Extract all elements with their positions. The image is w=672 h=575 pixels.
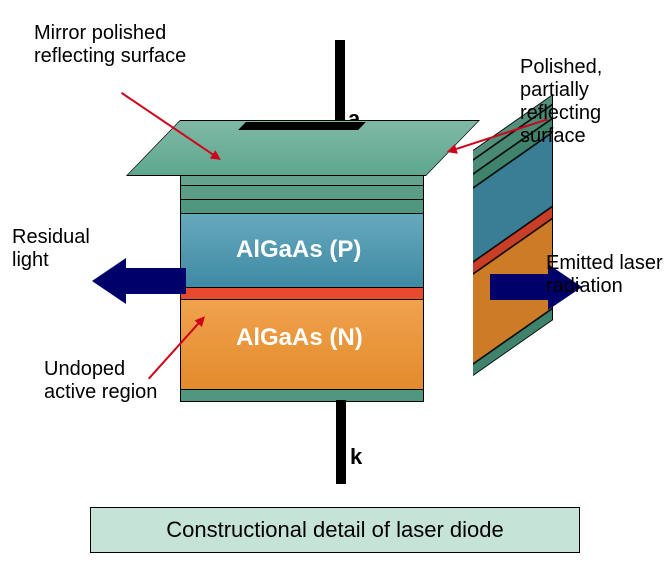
p-layer-text: AlGaAs (P) [236, 236, 361, 264]
label-residual: Residual light [12, 226, 122, 272]
caption-box: Constructional detail of laser diode [90, 507, 580, 553]
caption-text: Constructional detail of laser diode [166, 517, 504, 543]
diagram-stage: a AlGaAs (P) AlGaAs (N) k M [0, 0, 672, 575]
label-undoped: Undoped active region [44, 358, 174, 404]
label-mirror: Mirror polished reflecting surface [34, 22, 214, 68]
cathode-label: k [350, 444, 362, 470]
label-emitted: Emitted laser radiation [546, 252, 664, 298]
label-polished: Polished, partially reflecting surface [520, 56, 660, 148]
cathode-electrode [336, 400, 346, 484]
n-layer-text: AlGaAs (N) [236, 324, 363, 352]
anode-electrode [335, 40, 345, 130]
top-contact-stripe [238, 122, 366, 130]
